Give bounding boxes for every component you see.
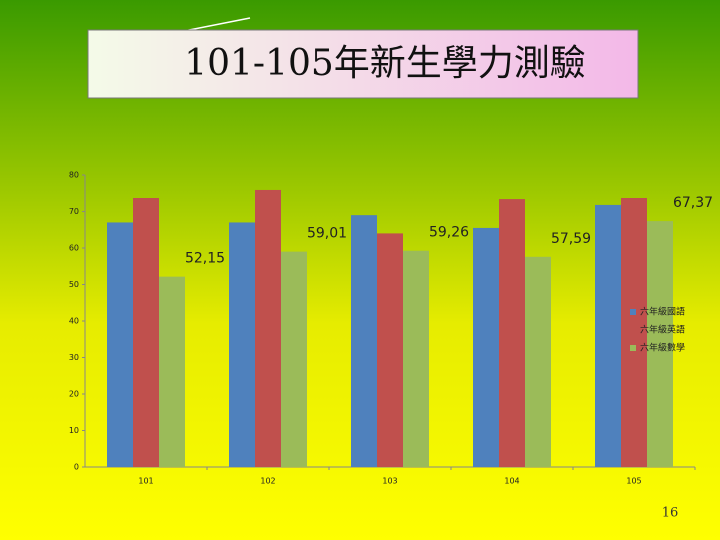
data-label: 67,37: [673, 195, 713, 211]
x-tick-label: 104: [504, 477, 519, 486]
data-label: 59,26: [429, 225, 469, 241]
y-tick-label: 20: [69, 390, 79, 399]
bar: [107, 222, 133, 467]
bar: [159, 276, 185, 467]
data-label: 57,59: [551, 231, 591, 247]
legend-label: 六年級國語: [640, 306, 685, 318]
y-tick-label: 10: [69, 426, 79, 435]
y-tick-label: 0: [74, 463, 79, 472]
x-tick-label: 102: [260, 477, 275, 486]
bar: [377, 233, 403, 467]
bar: [647, 221, 673, 467]
data-label: 52,15: [185, 251, 225, 267]
bar: [351, 215, 377, 467]
y-tick-label: 60: [69, 244, 79, 253]
bar: [595, 204, 621, 467]
y-tick-label: 50: [69, 280, 79, 289]
y-tick-label: 80: [69, 171, 79, 180]
bar: [255, 189, 281, 467]
chart-title: 101-105年新生學力測驗: [184, 43, 586, 84]
x-tick-label: 101: [138, 477, 153, 486]
bar: [229, 222, 255, 467]
bar: [281, 251, 307, 467]
x-tick-label: 103: [382, 477, 397, 486]
x-tick-label: 105: [626, 477, 641, 486]
bar: [133, 197, 159, 467]
title-box: [87, 29, 639, 99]
y-tick-label: 40: [69, 317, 79, 326]
bar: [403, 250, 429, 467]
legend-swatch: [630, 327, 636, 333]
data-label: 59,01: [307, 226, 347, 242]
legend-label: 六年級數學: [640, 342, 685, 354]
y-tick-label: 70: [69, 207, 79, 216]
page-number: 16: [662, 506, 679, 521]
y-tick-label: 30: [69, 353, 79, 362]
legend-swatch: [630, 345, 636, 351]
bar: [473, 227, 499, 467]
bar: [525, 256, 551, 467]
bar: [499, 199, 525, 467]
legend-swatch: [630, 309, 636, 315]
legend-label: 六年級英語: [640, 324, 685, 336]
